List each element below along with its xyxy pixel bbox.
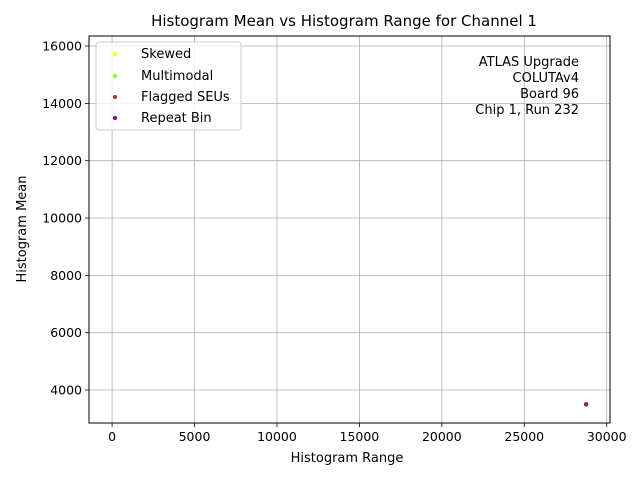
x-tick-label: 0 <box>108 429 116 444</box>
x-tick-label: 30000 <box>587 429 627 444</box>
legend-label-skewed: Skewed <box>141 47 191 62</box>
y-tick-label: 4000 <box>50 383 82 398</box>
legend-label-repeat-bin: Repeat Bin <box>141 111 212 126</box>
x-tick-label: 15000 <box>340 429 380 444</box>
x-tick-label: 5000 <box>179 429 211 444</box>
y-tick-label: 10000 <box>42 211 82 226</box>
y-tick-label: 8000 <box>50 268 82 283</box>
y-tick-label: 12000 <box>42 153 82 168</box>
y-tick-label: 6000 <box>50 325 82 340</box>
legend-box <box>95 41 242 131</box>
annotation-line: ATLAS Upgrade <box>479 55 579 70</box>
chart-title: Histogram Mean vs Histogram Range for Ch… <box>151 12 537 30</box>
legend-label-multimodal: Multimodal <box>141 69 213 84</box>
legend-label-flagged-seus: Flagged SEUs <box>141 90 230 105</box>
x-tick-label: 10000 <box>257 429 297 444</box>
data-points <box>583 402 589 407</box>
legend-marker-flagged-seus <box>113 95 117 99</box>
x-tick-label: 20000 <box>422 429 462 444</box>
annotation-line: COLUTAv4 <box>513 71 579 86</box>
y-tick-label: 16000 <box>42 39 82 54</box>
plot-frame <box>88 35 611 424</box>
x-axis-label: Histogram Range <box>291 451 404 466</box>
axis-ticks: 0 5000 10000 15000 20000 25000 30000 4000 6000 80… <box>42 39 626 444</box>
y-axis-label: Histogram Mean <box>15 176 30 283</box>
data-point <box>583 402 589 407</box>
legend-marker-multimodal <box>113 74 117 78</box>
x-tick-label: 25000 <box>504 429 544 444</box>
grid <box>89 36 610 423</box>
annotation-line: Chip 1, Run 232 <box>475 103 579 118</box>
legend: Skewed Multimodal Flagged SEUs Repeat Bi… <box>95 41 242 131</box>
legend-marker-skewed <box>113 52 117 56</box>
legend-marker-repeat-bin <box>113 116 117 120</box>
annotation-line: Board 96 <box>520 87 579 102</box>
annotation-block: ATLAS Upgrade COLUTAv4 Board 96 Chip 1, … <box>475 55 579 118</box>
y-tick-label: 14000 <box>42 96 82 111</box>
